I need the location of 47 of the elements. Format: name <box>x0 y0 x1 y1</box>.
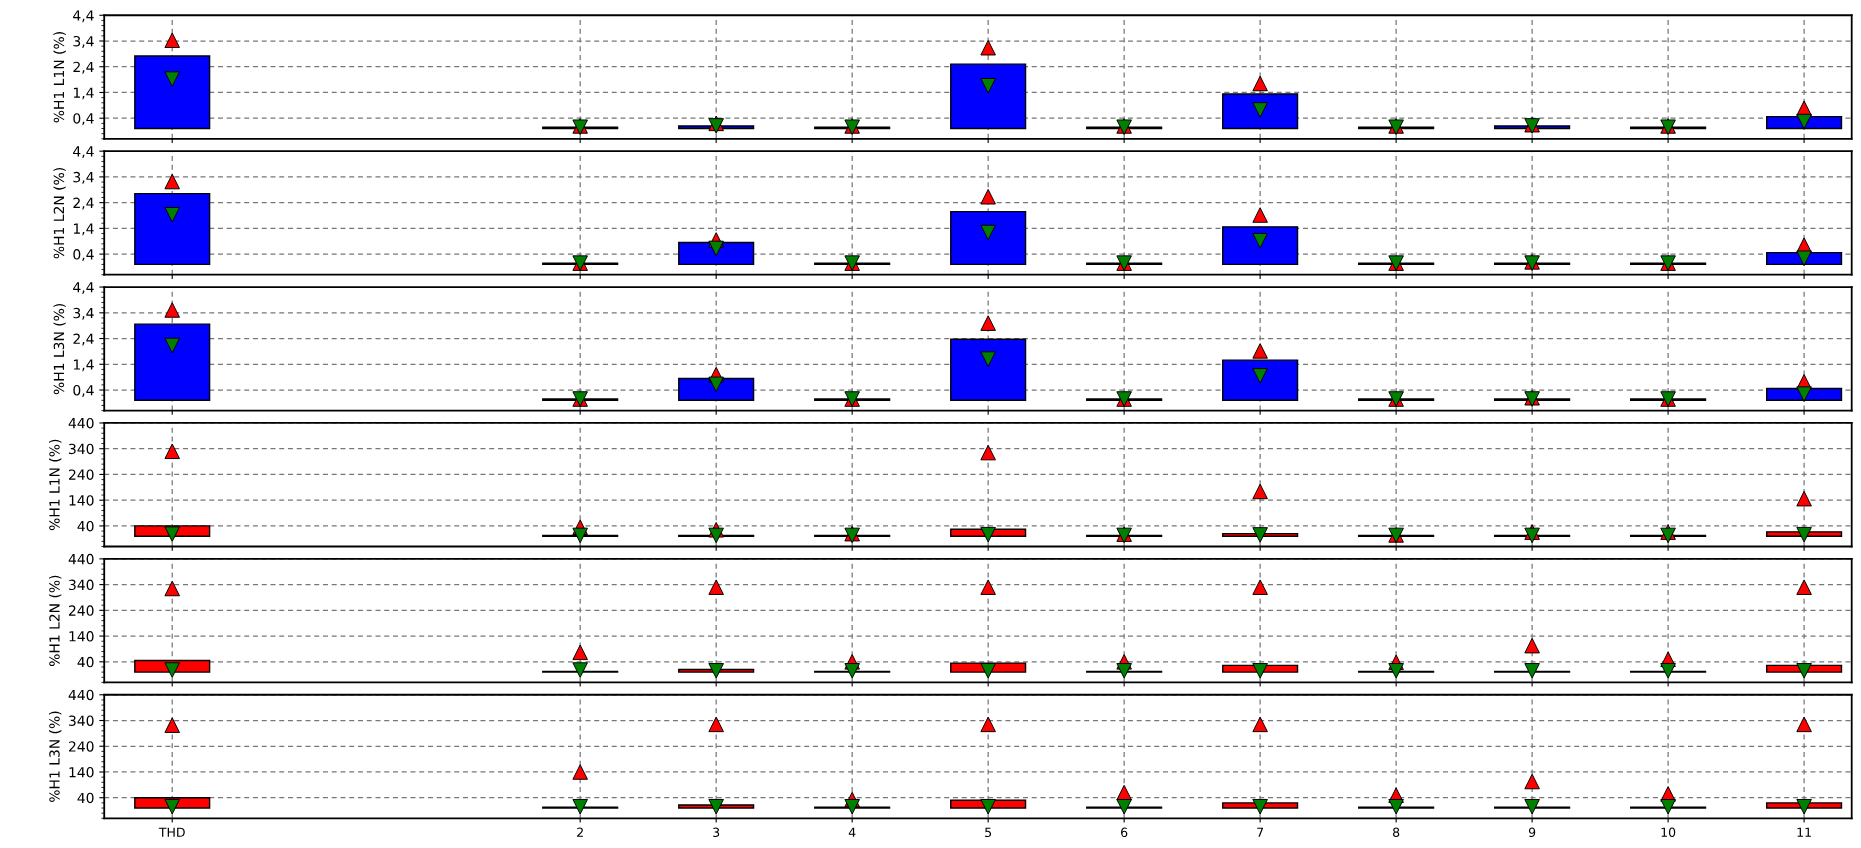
x-tick-label: 2 <box>577 827 583 837</box>
y-tick-label: 140 <box>69 766 94 778</box>
y-tick-label: 240 <box>69 605 94 616</box>
x-tick-label: 7 <box>1257 827 1264 837</box>
y-tick-label: 140 <box>69 631 94 642</box>
y-tick-label: 4,4 <box>73 282 94 294</box>
y-tick-label: 240 <box>69 741 94 752</box>
y-axis-title: %H1 L2N (%) <box>53 167 66 259</box>
y-tick-label: 140 <box>69 495 94 506</box>
y-tick-label: 1,4 <box>73 223 94 236</box>
x-tick-label: 4 <box>848 827 856 837</box>
y-tick-label: 1,4 <box>73 359 94 372</box>
y-tick-label: 3,4 <box>73 171 94 184</box>
y-axis-title: %H1 L1N (%) <box>53 32 66 123</box>
y-tick-label: 340 <box>69 443 94 455</box>
y-tick-label: 3,4 <box>73 307 94 320</box>
y-tick-label: 240 <box>69 469 94 480</box>
y-tick-label: 40 <box>77 792 94 804</box>
y-tick-label: 2,4 <box>73 197 94 210</box>
y-tick-label: 4,4 <box>73 146 94 159</box>
y-tick-label: 340 <box>69 715 94 726</box>
y-axis-title: %H1 L1N (%) <box>49 439 62 531</box>
x-tick-label: THD <box>158 827 185 837</box>
y-tick-label: 440 <box>68 417 94 429</box>
y-tick-label: 40 <box>77 520 94 532</box>
y-tick-label: 440 <box>68 553 94 565</box>
y-axis-title: %H1 L3N (%) <box>49 711 62 802</box>
y-tick-label: 0,4 <box>73 384 94 397</box>
y-tick-label: 4,4 <box>73 10 94 23</box>
y-tick-label: 40 <box>77 656 94 668</box>
x-tick-label: 9 <box>1528 827 1536 838</box>
x-tick-label: 6 <box>1121 827 1128 838</box>
y-tick-label: 1,4 <box>73 87 94 100</box>
x-tick-label: 3 <box>713 827 720 838</box>
y-tick-label: 2,4 <box>73 61 94 74</box>
y-tick-label: 340 <box>69 579 94 591</box>
x-tick-label: 10 <box>1661 827 1676 838</box>
x-tick-label: 8 <box>1393 827 1400 838</box>
x-tick-label: 5 <box>985 827 992 838</box>
y-tick-label: 440 <box>68 689 94 701</box>
y-axis-title: %H1 L3N (%) <box>53 303 66 395</box>
y-axis-title: %H1 L2N (%) <box>49 575 62 667</box>
y-tick-label: 3,4 <box>73 35 94 48</box>
y-tick-label: 0,4 <box>73 113 94 126</box>
y-tick-label: 0,4 <box>73 249 94 262</box>
y-tick-label: 2,4 <box>73 333 94 346</box>
x-tick-label: 11 <box>1797 827 1811 837</box>
